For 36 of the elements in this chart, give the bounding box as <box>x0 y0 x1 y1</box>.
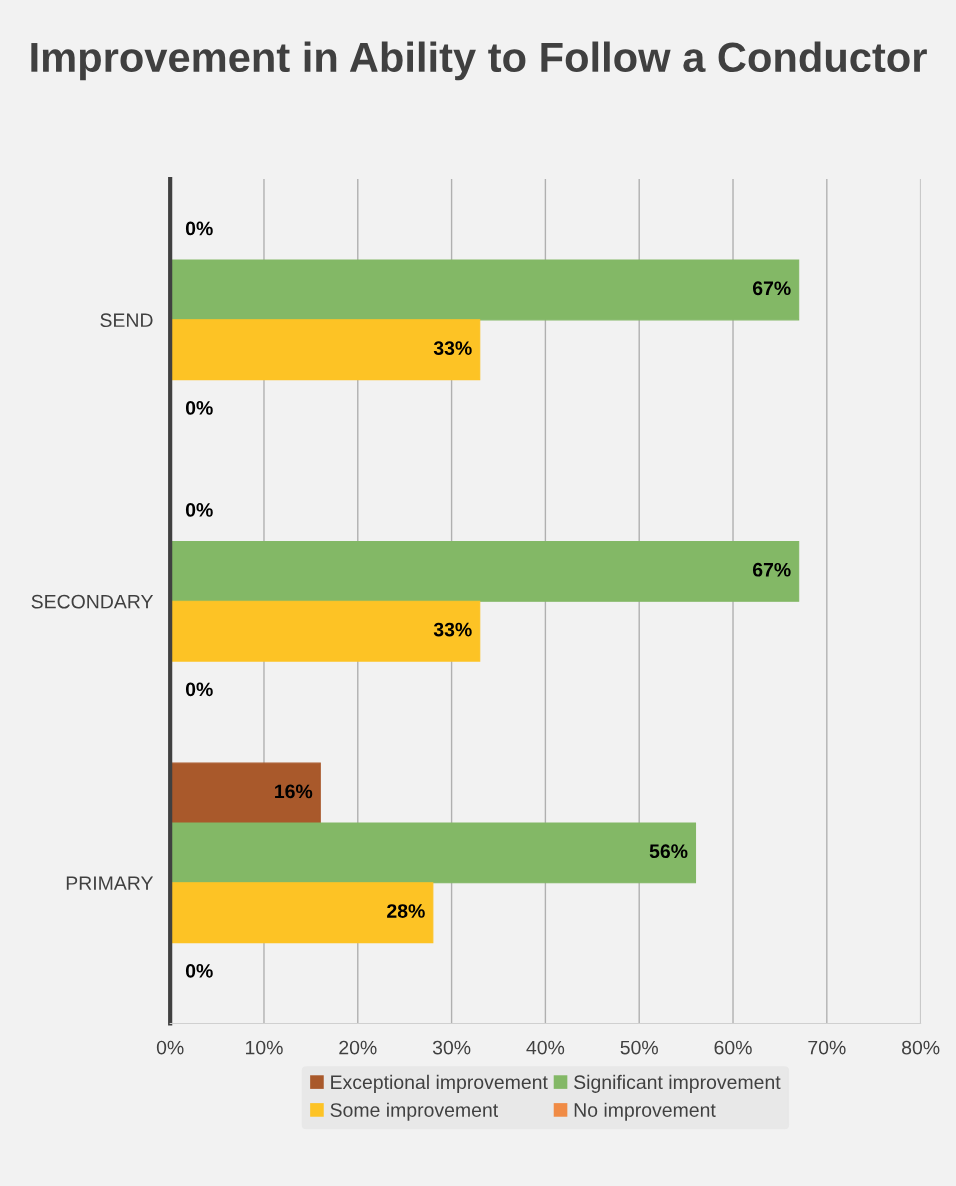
data-label: 67% <box>752 562 791 577</box>
data-label: 28% <box>387 904 425 918</box>
bar <box>170 259 800 321</box>
data-label: 0% <box>185 503 213 517</box>
x-tick-label: 50% <box>620 1040 658 1055</box>
data-label: 0% <box>185 401 213 415</box>
chart-title: Improvement in Ability to Follow a Conductor <box>31 41 927 81</box>
bar <box>170 762 321 824</box>
data-label: 56% <box>649 844 688 859</box>
x-tick-label: 30% <box>432 1040 471 1055</box>
x-tick-label: 0% <box>156 1040 184 1055</box>
bar <box>170 882 434 944</box>
legend-label: Some improvement <box>330 1102 499 1121</box>
legend-label: Exceptional improvement <box>331 1074 548 1093</box>
bar <box>170 822 697 884</box>
data-label: 33% <box>433 622 472 637</box>
bar <box>170 600 481 662</box>
bar <box>170 319 481 381</box>
data-label: 16% <box>275 784 313 799</box>
x-tick-label: 40% <box>526 1040 565 1055</box>
y-tick-label: PRIMARY <box>66 876 154 890</box>
y-tick-label: SECONDARY <box>31 594 154 609</box>
data-label: 0% <box>185 221 213 236</box>
x-tick-label: 80% <box>902 1040 940 1055</box>
data-label: 33% <box>433 341 472 355</box>
data-label: 0% <box>185 682 213 697</box>
bar <box>170 540 800 602</box>
y-tick-label: SEND <box>100 313 153 328</box>
legend-label: Significant improvement <box>574 1074 781 1093</box>
x-tick-label: 70% <box>808 1040 846 1055</box>
x-tick-label: 20% <box>339 1040 377 1055</box>
data-label: 67% <box>752 281 791 296</box>
x-tick-label: 10% <box>246 1040 283 1055</box>
legend-label: No improvement <box>574 1102 716 1121</box>
x-tick-label: 60% <box>714 1040 752 1055</box>
data-label: 0% <box>185 963 213 978</box>
